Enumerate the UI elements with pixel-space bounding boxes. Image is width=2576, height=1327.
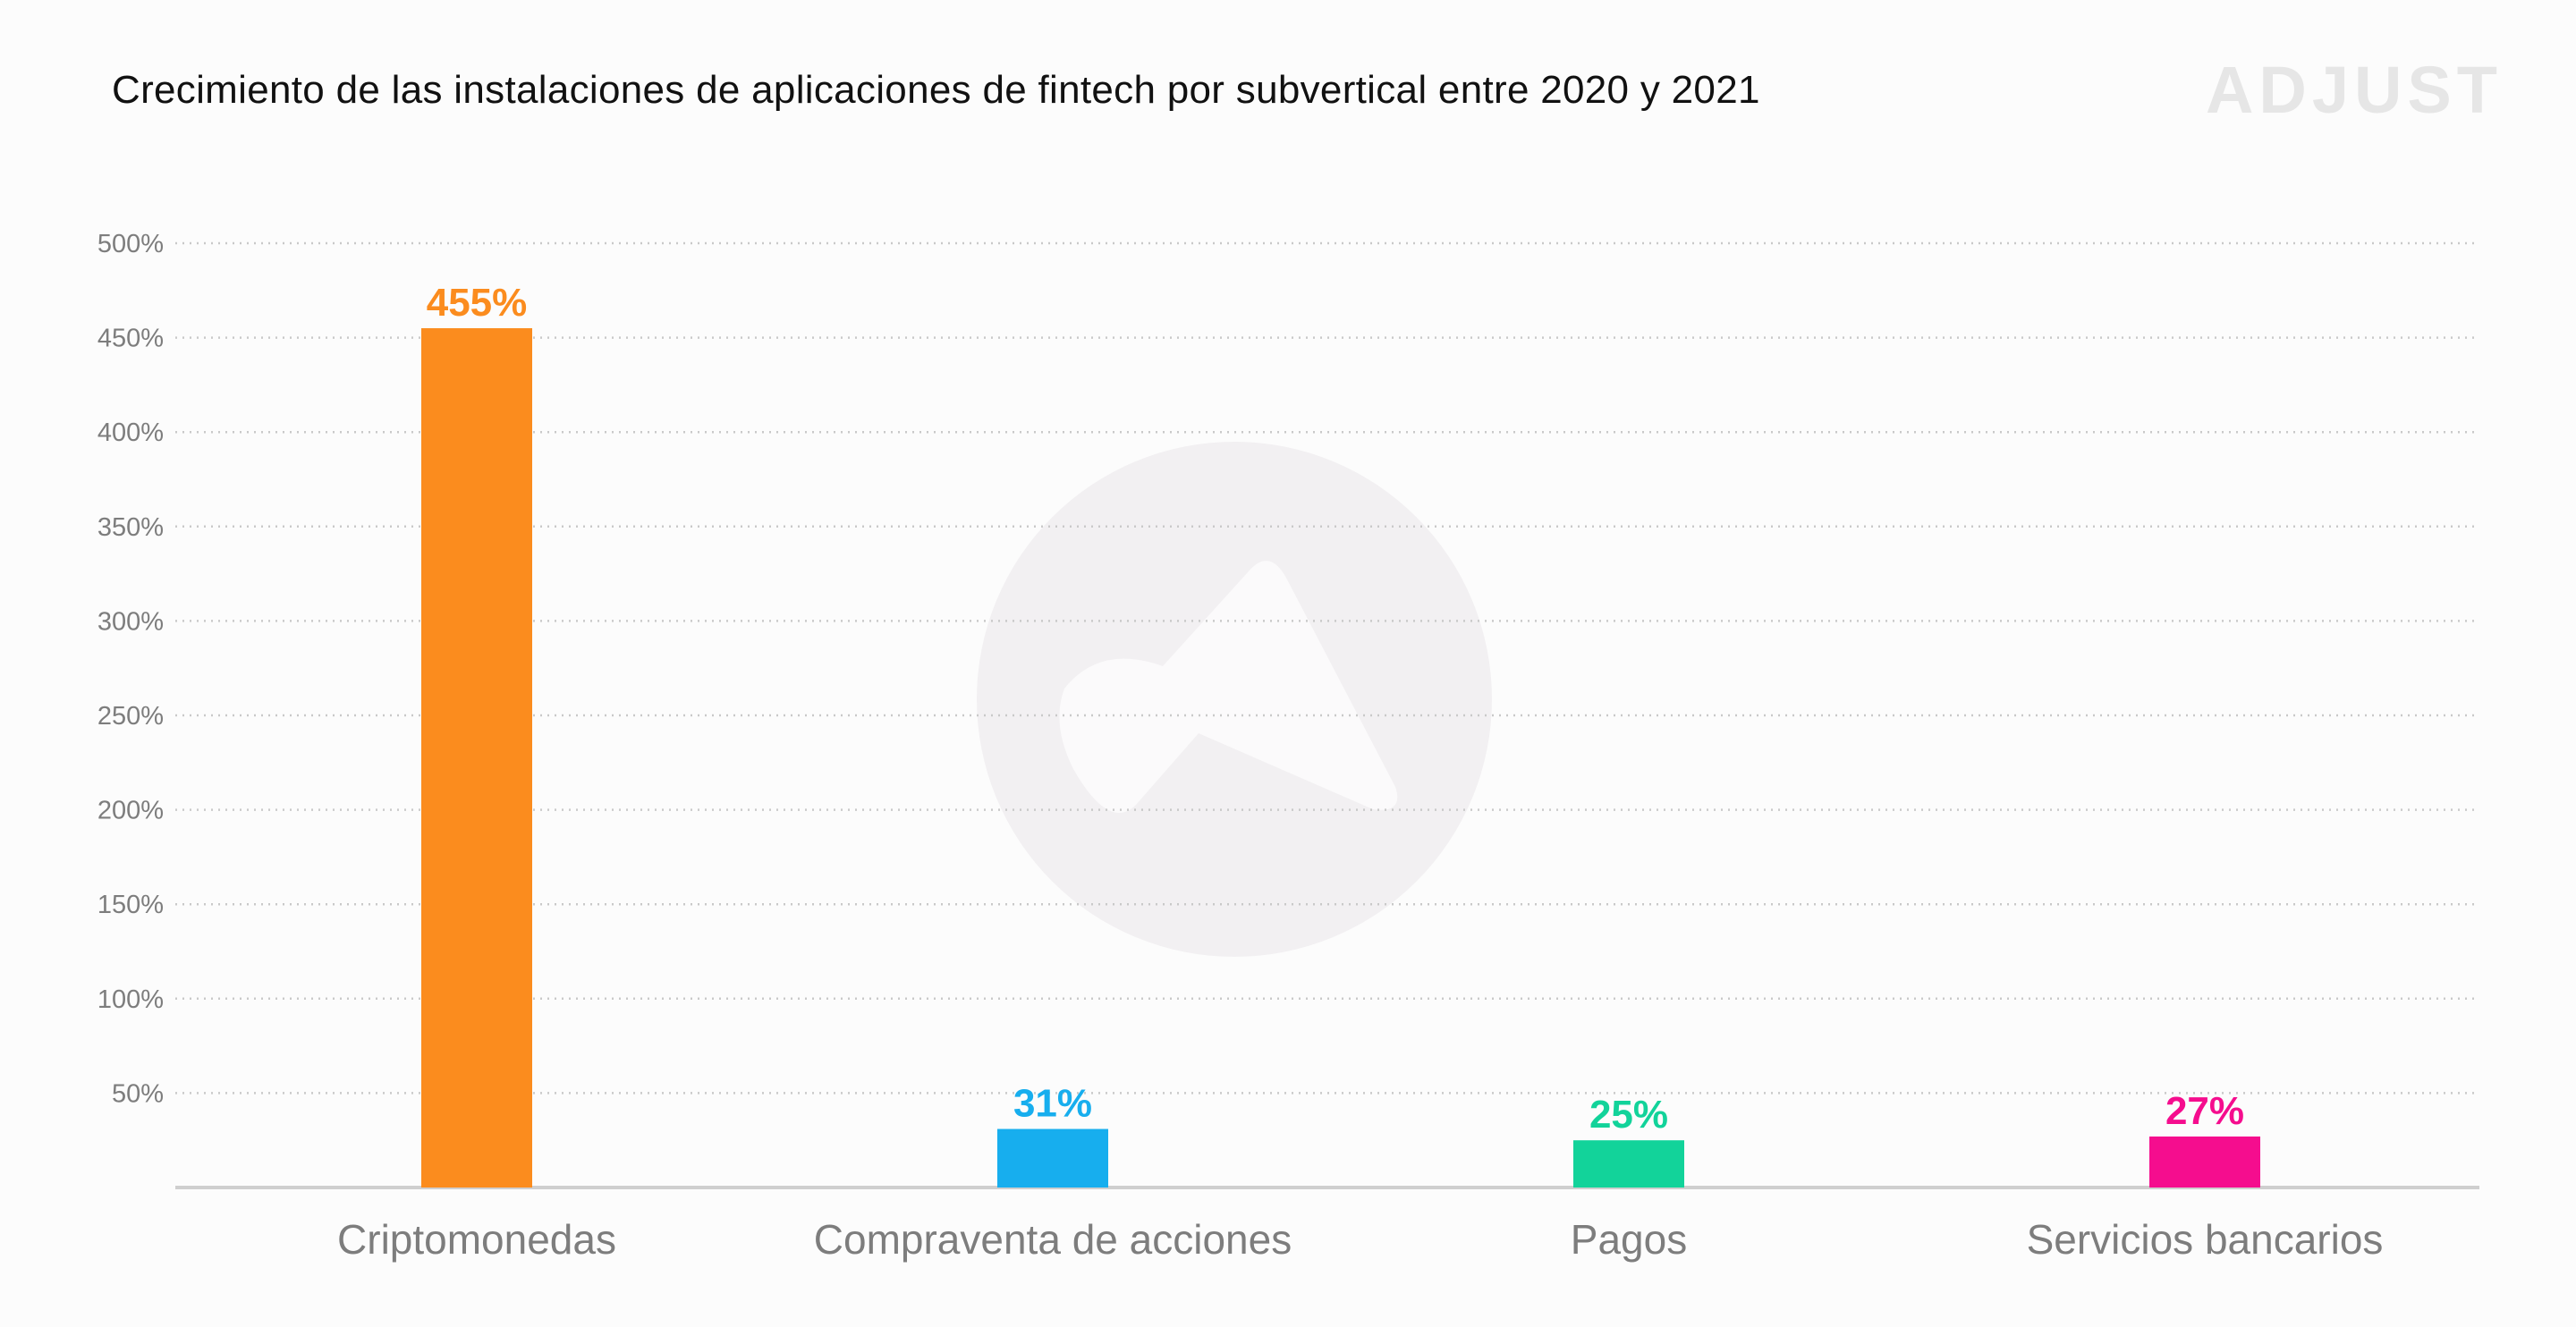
y-tick-label: 50% [112, 1079, 164, 1108]
chart-title: Crecimiento de las instalaciones de apli… [112, 68, 1760, 112]
y-tick-label: 350% [97, 513, 164, 542]
gridlines [175, 241, 2479, 1095]
y-tick-label: 200% [97, 797, 164, 825]
labels: 50% 100% 150% 200% 250% 300% 350% 400% 450% 500% 4… [97, 230, 2384, 1263]
watermark-emblem [977, 442, 1492, 957]
y-tick-label: 100% [97, 985, 164, 1014]
bar [1573, 1140, 1684, 1188]
bar-value-label: 31% [1013, 1082, 1092, 1126]
adjust-logo: ADJUST [2205, 53, 2503, 127]
y-tick-label: 250% [97, 702, 164, 731]
y-tick-label: 400% [97, 418, 164, 447]
y-tick-label: 300% [97, 607, 164, 636]
category-label: Servicios bancarios [2027, 1216, 2384, 1263]
y-tick-label: 500% [97, 230, 164, 258]
bar-value-label: 25% [1589, 1093, 1668, 1137]
bar [2149, 1136, 2260, 1188]
category-label: Criptomonedas [337, 1216, 616, 1263]
category-label: Pagos [1571, 1216, 1687, 1263]
bar [997, 1128, 1108, 1188]
category-label: Compraventa de acciones [814, 1216, 1292, 1263]
bar-value-label: 27% [2165, 1089, 2244, 1133]
bar-value-label: 455% [427, 281, 528, 325]
bars [421, 328, 2260, 1188]
y-tick-label: 450% [97, 325, 164, 353]
y-tick-label: 150% [97, 891, 164, 919]
bar [421, 328, 532, 1188]
